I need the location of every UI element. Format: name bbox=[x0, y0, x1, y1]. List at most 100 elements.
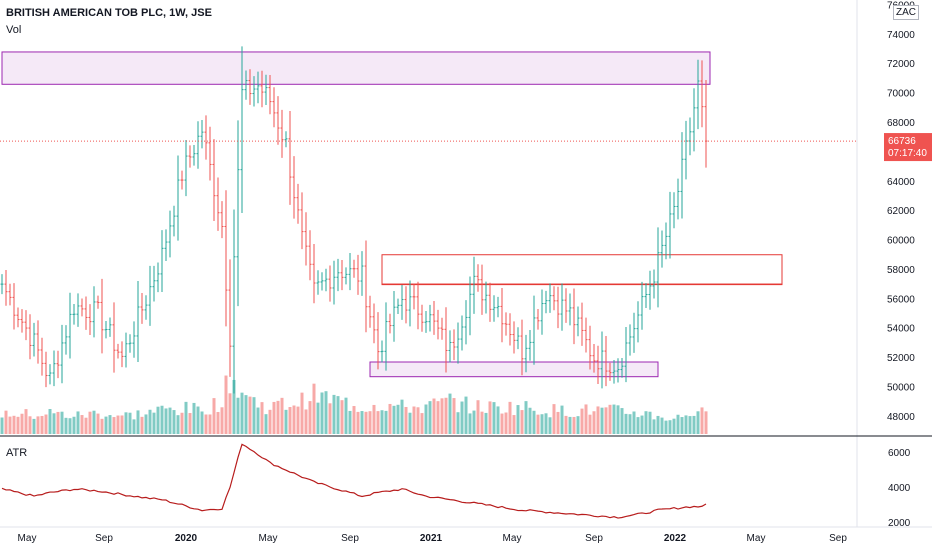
ohlc-bar bbox=[520, 319, 524, 376]
ohlc-bar bbox=[212, 139, 216, 221]
ohlc-bar bbox=[412, 284, 416, 310]
ohlc-bar bbox=[160, 230, 164, 293]
volume-bar bbox=[624, 413, 628, 434]
volume-bar bbox=[84, 417, 88, 434]
volume-bar bbox=[372, 404, 376, 434]
ohlc-bar bbox=[240, 46, 244, 213]
ohlc-bar bbox=[56, 350, 60, 379]
volume-bar bbox=[700, 407, 704, 434]
volume-bar bbox=[100, 418, 104, 434]
volume-bar bbox=[360, 411, 364, 434]
volume-legend[interactable]: Vol bbox=[6, 24, 22, 36]
ohlc-bar bbox=[172, 205, 176, 237]
ohlc-bar bbox=[68, 292, 72, 359]
ohlc-bar bbox=[528, 330, 532, 361]
ohlc-bar bbox=[184, 139, 188, 197]
volume-bar bbox=[436, 401, 440, 434]
volume-bar bbox=[244, 395, 248, 434]
volume-bar bbox=[188, 413, 192, 434]
volume-bar bbox=[364, 411, 368, 434]
volume-bar bbox=[164, 408, 168, 434]
ohlc-bar bbox=[404, 286, 408, 324]
volume-bar bbox=[220, 407, 224, 434]
volume-bar bbox=[140, 416, 144, 434]
ohlc-bar bbox=[180, 170, 184, 190]
volume-bar bbox=[132, 419, 136, 434]
atr-legend[interactable]: ATR bbox=[6, 447, 28, 459]
volume-bar bbox=[196, 406, 200, 434]
price-tick-label: 60000 bbox=[887, 236, 915, 247]
currency-badge[interactable]: ZAC bbox=[893, 5, 919, 20]
ohlc-bar bbox=[52, 350, 56, 387]
ohlc-bar bbox=[556, 286, 560, 329]
ohlc-bar bbox=[524, 334, 528, 373]
volume-bar bbox=[144, 414, 148, 434]
volume-bar bbox=[496, 406, 500, 434]
volume-bar bbox=[56, 411, 60, 434]
last-price-countdown: 07:17:40 bbox=[888, 148, 927, 159]
volume-bar bbox=[60, 411, 64, 434]
volume-bar bbox=[648, 411, 652, 434]
price-scale[interactable]: 7600074000720007000068000640006200060000… bbox=[887, 0, 915, 422]
volume-layer bbox=[0, 375, 708, 434]
volume-bar bbox=[120, 415, 124, 434]
time-axis[interactable]: May Sep 2020 May Sep 2021 May Sep 2022 May Sep bbox=[18, 533, 848, 544]
ohlc-bar bbox=[72, 303, 76, 325]
ohlc-bar bbox=[552, 286, 556, 311]
volume-bar bbox=[456, 412, 460, 434]
ohlc-bar bbox=[60, 324, 64, 384]
volume-bar bbox=[656, 415, 660, 434]
volume-bar bbox=[260, 402, 264, 434]
volume-bar bbox=[528, 407, 532, 434]
volume-bar bbox=[352, 406, 356, 434]
volume-bar bbox=[636, 417, 640, 434]
volume-bar bbox=[696, 411, 700, 434]
price-tick-label: 54000 bbox=[887, 324, 915, 335]
symbol-title[interactable]: BRITISH AMERICAN TOB PLC, 1W, JSE bbox=[6, 7, 212, 19]
ohlc-bar bbox=[636, 301, 640, 343]
ohlc-bar bbox=[408, 280, 412, 327]
volume-bar bbox=[512, 415, 516, 434]
ohlc-bar bbox=[4, 270, 8, 306]
volume-bar bbox=[552, 404, 556, 434]
volume-bar bbox=[568, 416, 572, 434]
volume-bar bbox=[160, 405, 164, 434]
volume-bar bbox=[236, 397, 240, 434]
volume-bar bbox=[332, 394, 336, 434]
ohlc-bar bbox=[484, 281, 488, 314]
volume-bar bbox=[564, 415, 568, 434]
atr-tick-label: 6000 bbox=[888, 448, 911, 459]
ohlc-bar bbox=[548, 283, 552, 313]
ohlc-bar bbox=[144, 295, 148, 320]
volume-bar bbox=[64, 417, 68, 434]
ohlc-bar bbox=[308, 230, 312, 281]
volume-bar bbox=[72, 416, 76, 434]
volume-bar bbox=[300, 392, 304, 434]
volume-bar bbox=[484, 412, 488, 434]
volume-bar bbox=[596, 406, 600, 434]
zone-box-3 bbox=[369, 361, 659, 378]
volume-bar bbox=[660, 417, 664, 434]
atr-scale[interactable]: 6000 4000 2000 bbox=[888, 448, 911, 529]
volume-bar bbox=[516, 405, 520, 434]
volume-bar bbox=[576, 416, 580, 434]
ohlc-bar bbox=[108, 317, 112, 337]
volume-bar bbox=[20, 413, 24, 434]
volume-bar bbox=[92, 410, 96, 434]
volume-bar bbox=[380, 410, 384, 434]
ohlc-bar bbox=[192, 144, 196, 166]
ohlc-bar bbox=[676, 178, 680, 220]
ohlc-bar bbox=[516, 327, 520, 350]
ohlc-bar bbox=[196, 121, 200, 169]
volume-bar bbox=[344, 397, 348, 434]
atr-tick-label: 4000 bbox=[888, 483, 911, 494]
ohlc-bar bbox=[464, 300, 468, 345]
volume-bar bbox=[588, 414, 592, 434]
volume-bar bbox=[52, 413, 56, 434]
volume-bar bbox=[424, 404, 428, 434]
ohlc-bar bbox=[592, 344, 596, 373]
volume-bar bbox=[308, 401, 312, 434]
ohlc-bar bbox=[260, 70, 264, 108]
price-tick-label: 64000 bbox=[887, 177, 915, 188]
